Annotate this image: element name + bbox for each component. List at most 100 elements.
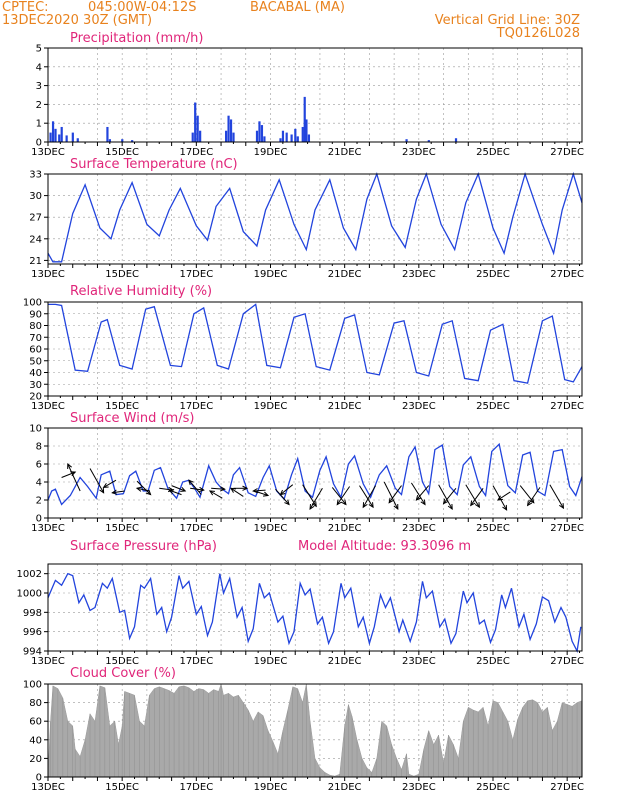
- y-tick-label: 0: [36, 138, 42, 149]
- header-source: CPTEC:: [2, 0, 49, 15]
- wind-vector: [438, 484, 453, 510]
- x-tick-label: 27DEC: [550, 656, 584, 667]
- x-tick-label: 17DEC: [179, 656, 213, 667]
- precip-bar: [301, 126, 304, 142]
- y-tick-label: 100: [23, 298, 42, 309]
- x-tick-label: 23DEC: [402, 401, 436, 412]
- precip-bar: [303, 96, 306, 142]
- y-tick-label: 40: [29, 368, 42, 379]
- y-tick-label: 6: [36, 460, 42, 471]
- wind-vector-head: [168, 489, 175, 495]
- pres-series-line: [47, 572, 582, 654]
- wind-vector-head: [442, 498, 449, 505]
- precip-bar: [405, 139, 408, 142]
- x-tick-label: 17DEC: [179, 523, 213, 534]
- y-tick-label: 70: [29, 333, 42, 344]
- header-station: BACABAL (MA): [250, 0, 345, 15]
- precip-bar: [191, 132, 194, 142]
- wind-vector-head: [368, 502, 374, 509]
- y-tick-label: 2: [36, 100, 42, 111]
- wind-vector-head: [229, 487, 236, 493]
- wind-vector-head: [180, 486, 187, 492]
- precip-bar: [279, 138, 282, 142]
- wind-vector: [383, 481, 399, 510]
- wind-vector: [388, 485, 402, 503]
- wind-vector: [302, 484, 317, 507]
- precip-bar: [258, 121, 261, 142]
- panel-frame: [47, 47, 583, 143]
- wind-vector: [254, 490, 269, 496]
- x-tick-label: 25DEC: [476, 147, 510, 158]
- wind-vector: [253, 489, 266, 492]
- x-tick-label: 23DEC: [402, 523, 436, 534]
- x-tick-label: 23DEC: [402, 656, 436, 667]
- x-tick-label: 27DEC: [550, 401, 584, 412]
- panel-title-precip: Precipitation (mm/h): [70, 31, 203, 46]
- wind-vector-head: [99, 487, 105, 494]
- panel-title-rh: Relative Humidity (%): [70, 284, 212, 299]
- precip-bar: [121, 139, 124, 142]
- precip-bar: [263, 136, 266, 142]
- x-tick-label: 13DEC: [31, 269, 65, 280]
- y-tick-label: 0: [36, 773, 42, 784]
- x-tick-label: 27DEC: [550, 147, 584, 158]
- precip-bar: [227, 115, 230, 142]
- wind-vector-head: [336, 499, 342, 506]
- x-tick-label: 19DEC: [254, 401, 288, 412]
- wind-vector-head: [341, 499, 347, 506]
- y-tick-label: 10: [29, 424, 42, 435]
- panel-frame: [47, 563, 583, 652]
- precip-bar: [427, 140, 430, 142]
- x-tick-label: 17DEC: [179, 147, 213, 158]
- precip-bar: [285, 132, 288, 142]
- wind-vector: [331, 487, 347, 505]
- header-run: 13DEC2020 30Z (GMT): [2, 13, 152, 28]
- y-tick-label: 1002: [17, 569, 42, 580]
- y-tick-label: 80: [29, 698, 42, 709]
- panel-frame: [47, 173, 583, 265]
- wind-vector-head: [526, 500, 533, 507]
- precip-bar: [294, 128, 297, 142]
- y-tick-label: 60: [29, 717, 42, 728]
- y-tick-label: 3: [36, 81, 42, 92]
- y-tick-label: 33: [29, 170, 42, 181]
- wind-vector: [211, 487, 225, 490]
- y-tick-label: 80: [29, 321, 42, 332]
- wind-vector-head: [263, 491, 270, 497]
- y-tick-label: 30: [29, 380, 42, 391]
- wind-vector: [61, 471, 76, 478]
- wind-vector: [112, 490, 125, 494]
- panel-title-temp: Surface Temperature (nC): [70, 157, 238, 172]
- wind-vector: [103, 479, 117, 488]
- x-tick-label: 21DEC: [328, 269, 362, 280]
- panel-title-wind: Surface Wind (m/s): [70, 411, 194, 426]
- x-tick-label: 19DEC: [254, 147, 288, 158]
- wind-vector: [527, 487, 541, 506]
- precip-bar: [196, 115, 199, 142]
- wind-vector: [415, 485, 430, 501]
- wind-vector-head: [362, 502, 368, 509]
- panel-title-cloud: Cloud Cover (%): [70, 666, 176, 681]
- wind-vector-head: [219, 486, 226, 492]
- x-tick-label: 25DEC: [476, 656, 510, 667]
- precip-bar: [225, 130, 228, 142]
- wind-vector: [275, 488, 290, 505]
- wind-vector: [136, 480, 151, 495]
- wind-vector-head: [309, 503, 315, 510]
- y-tick-label: 50: [29, 356, 42, 367]
- y-tick-label: 4: [36, 478, 42, 489]
- y-tick-label: 90: [29, 309, 42, 320]
- wind-vector: [188, 479, 202, 495]
- panel-temp: 21 24 27 30 33 13DEC 15DEC 17DEC 19DEC 21DEC 23DEC…: [29, 157, 584, 280]
- x-tick-label: 25DEC: [476, 401, 510, 412]
- wind-vector-head: [242, 485, 249, 491]
- x-tick-label: 15DEC: [105, 401, 139, 412]
- header-grid-note: Vertical Grid Line: 30Z: [435, 13, 580, 28]
- precip-bar: [307, 134, 311, 142]
- panel-note-pres: Model Altitude: 93.3096 m: [298, 539, 471, 554]
- precip-bar: [108, 139, 112, 142]
- x-tick-label: 19DEC: [254, 523, 288, 534]
- wind-vector: [362, 485, 377, 508]
